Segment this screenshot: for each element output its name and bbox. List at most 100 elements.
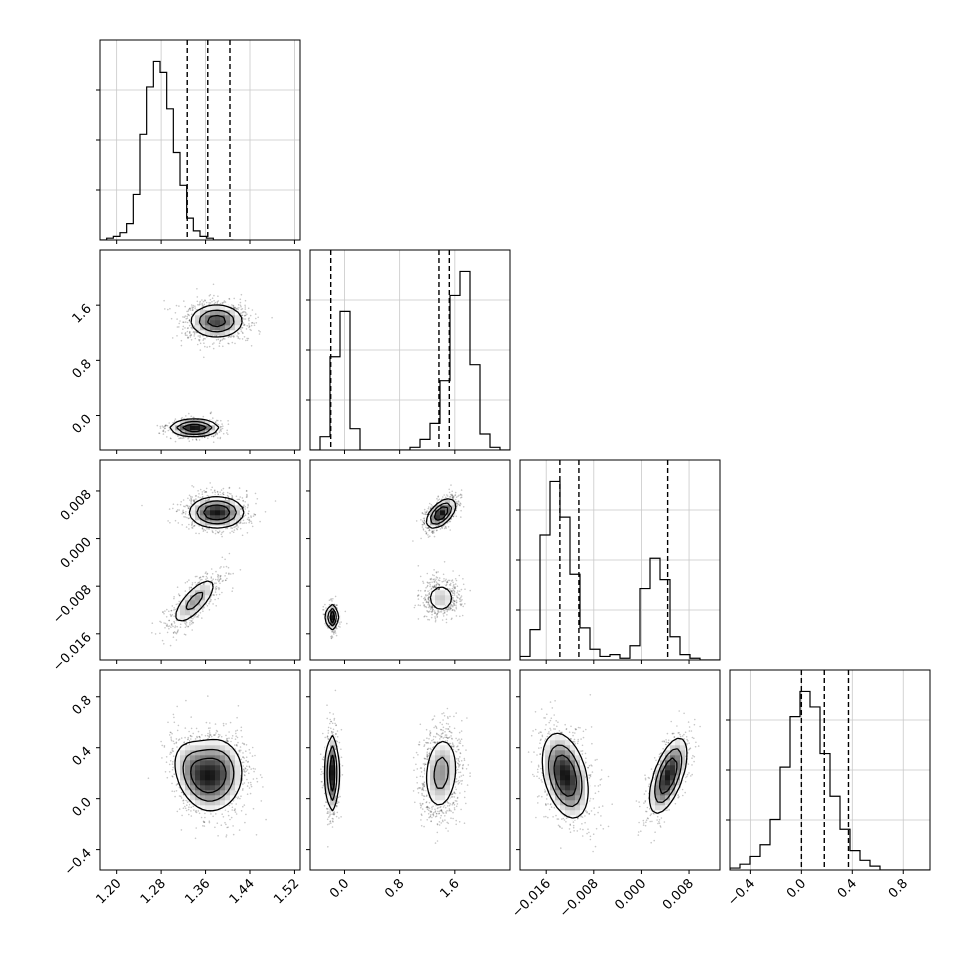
histogram-panel-1-frame (99, 39, 301, 241)
sample-point (187, 327, 189, 329)
sample-point (193, 525, 196, 527)
sample-point (186, 330, 189, 333)
sample-point (451, 494, 453, 497)
sample-point (450, 607, 452, 610)
y-tick-label: 0.8 (70, 357, 95, 382)
sample-point (165, 625, 168, 627)
sample-point (334, 632, 337, 634)
sample-point (206, 346, 208, 348)
sample-point (246, 325, 248, 327)
sample-point (452, 495, 454, 497)
sample-point (212, 593, 215, 596)
sample-point (190, 304, 193, 306)
density-cell (215, 520, 221, 526)
sample-point (443, 561, 446, 563)
sample-point (225, 579, 227, 582)
sample-point (452, 496, 454, 498)
density-cell (195, 605, 201, 611)
density-cell (210, 325, 216, 331)
sample-point (211, 594, 213, 596)
sample-point (191, 582, 194, 584)
sample-point (454, 585, 456, 588)
sample-point (164, 627, 166, 629)
scatter-panel-content (322, 484, 471, 640)
density-cell (225, 510, 231, 516)
sample-point (229, 335, 231, 338)
sample-point (433, 574, 435, 577)
sample-point (162, 430, 164, 432)
sample-point (201, 608, 204, 610)
sample-point (254, 492, 257, 495)
sample-point (331, 630, 333, 633)
sample-point (151, 622, 154, 624)
density-cell (200, 510, 206, 516)
sample-point (214, 591, 217, 593)
sample-point (457, 495, 459, 498)
sample-point (214, 532, 217, 535)
density-cell (210, 305, 216, 311)
sample-point (460, 509, 462, 512)
sample-point (437, 583, 440, 585)
sample-point (221, 339, 223, 341)
density-cell (210, 505, 216, 511)
density-cell (185, 610, 191, 616)
sample-point (462, 578, 464, 580)
sample-point (174, 440, 177, 443)
sample-point (185, 511, 187, 513)
sample-point (335, 604, 337, 606)
density-cell (185, 615, 191, 621)
sample-point (217, 531, 219, 534)
sample-point (424, 615, 426, 617)
sample-point (223, 300, 226, 302)
sample-point (193, 499, 195, 501)
sample-point (451, 580, 453, 582)
sample-point (426, 594, 429, 597)
sample-point (179, 320, 181, 322)
density-cell (230, 520, 236, 526)
sample-point (186, 334, 188, 337)
sample-point (172, 632, 175, 634)
sample-point (191, 313, 193, 315)
sample-point (430, 587, 433, 590)
density-cell (215, 330, 221, 336)
density-cell (195, 515, 201, 521)
sample-point (168, 627, 170, 630)
sample-point (178, 437, 180, 440)
density-cell (210, 500, 216, 506)
sample-point (220, 566, 222, 568)
sample-point (244, 318, 247, 320)
density-cell (195, 320, 201, 326)
sample-point (178, 594, 181, 597)
sample-point (226, 429, 228, 432)
sample-point (255, 317, 257, 320)
sample-point (193, 524, 196, 527)
sample-point (169, 307, 171, 310)
sample-point (203, 489, 205, 492)
sample-point (432, 608, 434, 611)
density-cell (190, 515, 196, 521)
sample-point (165, 616, 168, 618)
scatter-panel-content (141, 482, 277, 647)
sample-point (194, 575, 197, 578)
sample-point (233, 526, 235, 529)
sample-point (219, 576, 222, 578)
sample-point (431, 607, 433, 609)
sample-point (209, 482, 211, 484)
sample-point (234, 306, 236, 309)
sample-point (219, 567, 221, 569)
sample-point (198, 577, 201, 579)
density-cell (225, 515, 231, 521)
sample-point (244, 304, 246, 307)
sample-point (190, 586, 192, 589)
sample-point (427, 507, 430, 510)
sample-point (439, 528, 442, 530)
sample-point (250, 329, 252, 332)
sample-point (206, 528, 208, 530)
sample-point (456, 502, 458, 504)
sample-point (448, 588, 451, 590)
sample-point (232, 572, 234, 575)
density-cell (210, 430, 216, 436)
sample-point (188, 507, 190, 510)
sample-point (429, 607, 431, 609)
sample-point (181, 416, 183, 419)
